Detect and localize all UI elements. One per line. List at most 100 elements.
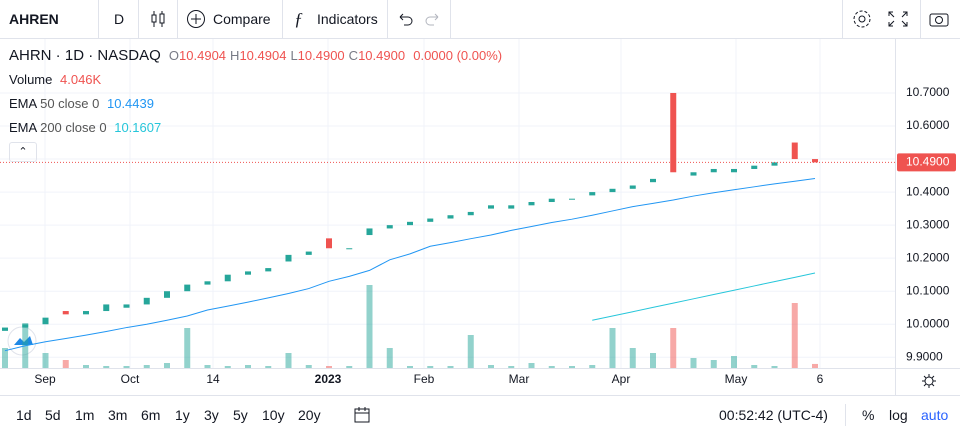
clock: 00:52:42 (UTC-4): [719, 407, 828, 423]
candle-body: [103, 304, 110, 312]
compare-icon[interactable]: [186, 9, 206, 47]
volume-bar: [690, 358, 697, 368]
percent-toggle[interactable]: %: [862, 407, 875, 423]
candle-body: [710, 168, 717, 173]
volume-bar: [265, 366, 272, 368]
candle-body: [467, 211, 474, 216]
volume-bar: [508, 366, 515, 368]
date-range-icon[interactable]: [353, 406, 371, 424]
ema200-line: [592, 272, 816, 321]
compare-button[interactable]: Compare: [213, 11, 271, 27]
volume-name: Volume: [9, 72, 53, 87]
volume-bar: [285, 353, 292, 368]
separator: [920, 0, 921, 38]
range-button[interactable]: 1y: [175, 407, 190, 423]
ema-value: 10.1607: [114, 120, 162, 135]
volume-bar: [771, 366, 778, 368]
candle-body: [285, 254, 292, 262]
volume-bar: [245, 365, 251, 368]
volume-bar: [42, 353, 49, 368]
range-button[interactable]: 5d: [45, 407, 61, 423]
y-tick-label: 10.2000: [906, 250, 950, 264]
range-button[interactable]: 5y: [233, 407, 248, 423]
candle-body: [42, 317, 49, 325]
separator: [842, 0, 843, 38]
volume-bar: [83, 365, 89, 368]
x-tick-label: 6: [817, 372, 824, 386]
range-button[interactable]: 20y: [298, 407, 321, 423]
volume-bar: [164, 363, 170, 368]
volume-bar: [731, 356, 737, 368]
ema50-legend: EMA 50 close 0 10.4439: [9, 92, 502, 116]
auto-toggle[interactable]: auto: [921, 407, 949, 423]
indicators-button[interactable]: Indicators: [317, 11, 378, 27]
candle-body: [366, 228, 373, 236]
x-tick-label: 2023: [315, 372, 342, 386]
interval-button[interactable]: D: [114, 11, 125, 27]
settings-icon[interactable]: [922, 374, 936, 388]
candle-body: [326, 238, 332, 249]
logo: [7, 326, 37, 356]
legend-exchange: NASDAQ: [97, 47, 161, 64]
volume-bar: [123, 366, 130, 368]
volume-bar: [224, 366, 231, 368]
volume-bar: [143, 365, 150, 368]
undo-redo[interactable]: [396, 11, 446, 49]
range-button[interactable]: 1m: [75, 407, 95, 423]
chart-type-icon[interactable]: [150, 9, 166, 47]
candle-body: [548, 198, 555, 203]
separator: [282, 0, 283, 38]
candle-body: [751, 165, 758, 169]
ohlc-key: C: [348, 48, 359, 63]
candle-body: [528, 202, 535, 206]
volume-bar: [528, 363, 535, 368]
x-tick-label: May: [725, 372, 748, 386]
candle-body: [569, 198, 575, 200]
indicators-icon[interactable]: ƒ: [294, 9, 303, 29]
candle-body: [62, 311, 69, 315]
collapse-button[interactable]: ⌃: [9, 142, 37, 162]
candle-body: [771, 162, 778, 166]
legend: AHRN · 1D · NASDAQ O10.4904 H10.4904 L10.4…: [9, 44, 502, 162]
x-tick-label: Oct: [121, 372, 140, 386]
candle-body: [690, 172, 697, 176]
ema-value: 10.4439: [106, 96, 154, 111]
ohlc: O10.4904 H10.4904 L10.4900 C10.4900: [169, 48, 409, 63]
candle-body: [22, 324, 29, 328]
candle-body: [670, 92, 677, 173]
candle-body: [812, 159, 818, 163]
bottom-toolbar: 00:52:42 (UTC-4) % log auto 1d 5d 1m 3m 6m 1y…: [0, 395, 960, 434]
range-button[interactable]: 3m: [108, 407, 128, 423]
candle-body: [265, 268, 272, 272]
candle-body: [305, 251, 312, 255]
volume-bar: [629, 348, 636, 368]
log-toggle[interactable]: log: [889, 407, 908, 423]
symbol-search[interactable]: AHREN ACQ: [9, 11, 59, 27]
ema-name: EMA: [9, 96, 37, 111]
range-button[interactable]: 10y: [262, 407, 285, 423]
candle-body: [184, 284, 191, 292]
ohlc-key: O: [168, 48, 180, 63]
ema-params: 50 close 0: [40, 96, 100, 111]
x-tick-label: Apr: [612, 372, 631, 386]
candle-body: [346, 248, 353, 250]
volume-bar: [427, 366, 434, 368]
volume-bar: [204, 365, 211, 368]
y-tick-label: 10.6000: [906, 118, 950, 132]
volume-bar: [609, 328, 616, 368]
range-button[interactable]: 1d: [16, 407, 32, 423]
candle-body: [650, 178, 656, 183]
ohlc-key: H: [230, 48, 240, 63]
right-icons[interactable]: [852, 9, 952, 47]
candle-body: [83, 311, 89, 315]
volume-bar: [184, 328, 191, 368]
range-button[interactable]: 3y: [204, 407, 219, 423]
separator: [138, 0, 139, 38]
y-tick-label: 9.9000: [906, 349, 943, 363]
ema50-line: [4, 178, 816, 352]
legend-interval: 1D: [64, 47, 85, 64]
volume-bar: [812, 363, 818, 368]
volume-legend: Volume 4.046K: [9, 68, 502, 92]
range-button[interactable]: 6m: [141, 407, 161, 423]
